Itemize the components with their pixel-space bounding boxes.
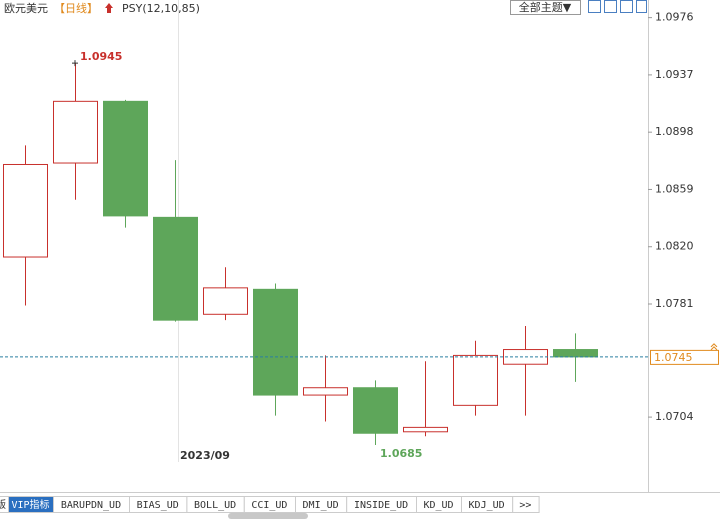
tab-label: BOLL_UD [194,500,236,511]
tab[interactable]: VIP指标 [8,496,54,513]
candle-body [203,287,248,315]
tab-label: VIP指标 [11,498,49,511]
tab[interactable]: BIAS_UD [129,496,188,513]
last-price-arrow [710,343,718,351]
max-label: 1.0945 [80,50,122,63]
candle-body [453,354,498,406]
indicator-icon [105,3,113,13]
y-tick-label: 1.0859 [655,182,694,195]
period-label: 2023/09 [180,449,230,462]
button-frame [510,0,581,15]
candle-body [3,163,48,258]
tab-bar: 版 VIP指标 BARUPDN_UD BIAS_UD BOLL_UD CCI_UD DMI_… [0,496,540,513]
tab-label: CCI_UD [251,500,287,511]
candle-body [53,100,98,164]
tab[interactable]: CCI_UD [243,496,297,513]
chart-title: 欧元美元 [4,2,48,15]
tab-label: >> [519,500,531,511]
candle-body [103,100,148,217]
icon[interactable] [588,0,601,13]
y-tick-label: 1.0704 [655,410,694,423]
icon[interactable] [620,0,633,13]
theme-button[interactable]: 全部主题▼ [510,0,581,15]
tab-label: KDJ_UD [469,500,505,511]
tab[interactable]: BOLL_UD [186,496,245,513]
tab-label: INSIDE_UD [354,500,408,511]
candle-body [553,349,598,358]
candle-body [403,426,448,433]
min-label: 1.0685 [380,447,422,460]
tab-label: BIAS_UD [137,500,179,511]
last-price-box [650,349,719,365]
icon[interactable] [604,0,617,13]
period: 【日线】 [54,1,98,15]
tab[interactable]: KDJ_UD [461,496,514,513]
y-tick-label: 1.0976 [655,11,694,24]
y-tick-label: 1.0937 [655,68,694,81]
icon[interactable] [636,0,647,13]
indicator: PSY(12,10,85) [122,2,200,15]
tab[interactable]: BARUPDN_UD [53,496,130,513]
candle-body [353,387,398,434]
candle-body [303,387,348,396]
button-label: 全部主题▼ [519,0,572,14]
candle-body [253,288,298,396]
tab-frame [512,496,540,513]
tab[interactable]: KD_UD [416,496,462,513]
tab-label: 版 [0,498,6,511]
tab[interactable]: 版 [0,496,9,513]
tab-label: BARUPDN_UD [61,500,121,511]
last-price-label: 1.0745 [654,351,693,364]
scrollbar[interactable] [228,513,308,519]
candle-body [153,216,198,321]
tab[interactable]: DMI_UD [295,496,348,513]
tab-label: DMI_UD [303,500,339,511]
y-tick-label: 1.0820 [655,240,694,253]
tab[interactable]: INSIDE_UD [346,496,418,513]
tab[interactable]: >> [512,496,540,513]
y-tick-label: 1.0898 [655,125,694,138]
y-tick-label: 1.0781 [655,297,694,310]
tool-icons[interactable] [588,0,647,13]
max-marker [72,60,78,67]
tab-label: KD_UD [423,500,453,511]
